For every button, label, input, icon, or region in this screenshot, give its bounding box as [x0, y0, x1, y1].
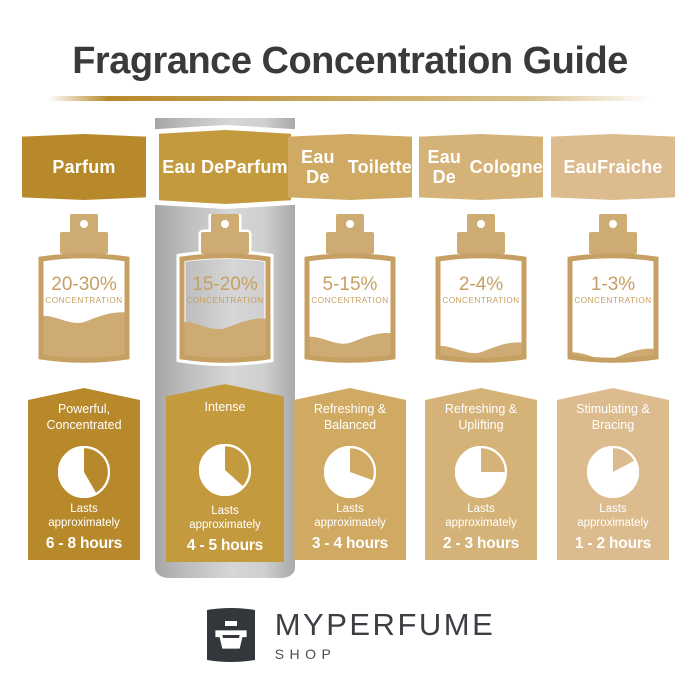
duration-card-parfum[interactable]: Powerful, Concentrated Lasts approximately… [28, 388, 140, 560]
bottle-eau-fraiche: 1-3% CONCENTRATION [561, 214, 665, 366]
brand-logo: MYPERFUME SHOP [0, 600, 700, 670]
header-chip-label: Eau [563, 156, 598, 177]
bottle-percent: 20-30% [51, 274, 117, 295]
lasts-label-line: approximately [314, 516, 386, 529]
lasts-label-line: Lasts [599, 502, 627, 515]
card-descriptor-line: Stimulating & [576, 402, 650, 416]
duration-value: 3 - 4 hours [311, 535, 389, 552]
card-descriptor-line: Refreshing & [313, 402, 387, 416]
bottle-parfum: 20-30% CONCENTRATION [32, 214, 136, 366]
card-descriptor: Stimulating & Bracing [557, 402, 669, 433]
header-chip-label: Cologne [469, 156, 543, 177]
duration-pie-icon [323, 445, 377, 503]
duration-card-eau-de-toilette[interactable]: Refreshing & Balanced Lasts approximately 3… [294, 388, 406, 560]
card-descriptor-line: Concentrated [46, 417, 122, 432]
duration-value: 1 - 2 hours [574, 535, 652, 552]
card-descriptor-line: Uplifting [458, 417, 504, 432]
duration-pie-icon [57, 445, 111, 503]
header-chip-label: Parfum [224, 156, 288, 177]
card-descriptor: Refreshing & Uplifting [425, 402, 537, 433]
header-chip-eau-de-cologne[interactable]: Eau De Cologne [419, 134, 543, 200]
card-descriptor: Intense [166, 400, 284, 416]
bottle-caption: CONCENTRATION [311, 296, 388, 305]
duration-value: 2 - 3 hours [442, 535, 520, 552]
header-chip-label: Eau De [427, 146, 462, 187]
bottle-caption: CONCENTRATION [45, 296, 122, 305]
lasts-label-line: approximately [577, 516, 649, 529]
page-title: Fragrance Concentration Guide [72, 40, 628, 82]
lasts-label-line: Lasts [467, 502, 495, 515]
duration-card-eau-fraiche[interactable]: Stimulating & Bracing Lasts approximately 1… [557, 388, 669, 560]
bottle-eau-de-parfum: 15-20% CONCENTRATION [173, 214, 277, 366]
bottle-eau-de-toilette: 5-15% CONCENTRATION [298, 214, 402, 366]
duration-pie-icon [586, 445, 640, 503]
bottle-percent: 5-15% [323, 274, 378, 295]
card-descriptor: Refreshing & Balanced [294, 402, 406, 433]
header-chip-label: Toilette [347, 156, 412, 177]
lasts-label-line: Lasts [70, 502, 98, 515]
card-descriptor-line: Balanced [323, 417, 377, 432]
lasts-label: Lasts approximately [425, 502, 537, 530]
card-descriptor-line: Powerful, [57, 402, 111, 416]
card-descriptor-line: Intense [204, 400, 246, 414]
duration-pie-icon [454, 445, 508, 503]
card-descriptor-line: Refreshing & [444, 402, 518, 416]
header-chip-parfum[interactable]: Parfum [22, 134, 146, 200]
lasts-label-line: Lasts [336, 502, 364, 515]
duration-pie-icon [198, 443, 252, 501]
duration-value: 4 - 5 hours [186, 537, 264, 554]
brand-name: MYPERFUME [274, 607, 496, 642]
header-chip-label: Parfum [52, 156, 116, 177]
bottle-eau-de-cologne: 2-4% CONCENTRATION [429, 214, 533, 366]
lasts-label-line: Lasts [211, 504, 239, 517]
bottle-caption: CONCENTRATION [442, 296, 519, 305]
header-chip-eau-fraiche[interactable]: Eau Fraiche [551, 134, 675, 200]
lasts-label: Lasts approximately [28, 502, 140, 530]
lasts-label-line: approximately [445, 516, 517, 529]
title-divider [48, 96, 652, 101]
lasts-label-line: approximately [48, 516, 120, 529]
lasts-label: Lasts approximately [557, 502, 669, 530]
header-chip-label: Fraiche [597, 156, 663, 177]
bottle-caption: CONCENTRATION [186, 296, 263, 305]
duration-card-eau-de-parfum[interactable]: Intense Lasts approximately 4 - 5 hours [166, 384, 284, 562]
header-chip-label: Eau De [162, 156, 225, 177]
bottle-caption: CONCENTRATION [574, 296, 651, 305]
lasts-label: Lasts approximately [166, 504, 284, 532]
lasts-label-line: approximately [189, 518, 261, 531]
bottle-percent: 1-3% [591, 274, 635, 295]
header-chip-label: Eau De [301, 146, 335, 187]
bottle-percent: 2-4% [459, 274, 503, 295]
lasts-label: Lasts approximately [294, 502, 406, 530]
brand-subtitle: SHOP [274, 646, 337, 662]
duration-value: 6 - 8 hours [45, 535, 123, 552]
perfume-bottle-icon [205, 606, 257, 664]
card-descriptor-line: Bracing [591, 417, 635, 432]
card-descriptor: Powerful, Concentrated [28, 402, 140, 433]
bottle-percent: 15-20% [192, 274, 258, 295]
duration-card-eau-de-cologne[interactable]: Refreshing & Uplifting Lasts approximately… [425, 388, 537, 560]
header-chip-eau-de-parfum[interactable]: Eau De Parfum [159, 130, 291, 204]
brand-wordmark: MYPERFUME SHOP [275, 609, 496, 661]
header-chip-eau-de-toilette[interactable]: Eau De Toilette [288, 134, 412, 200]
